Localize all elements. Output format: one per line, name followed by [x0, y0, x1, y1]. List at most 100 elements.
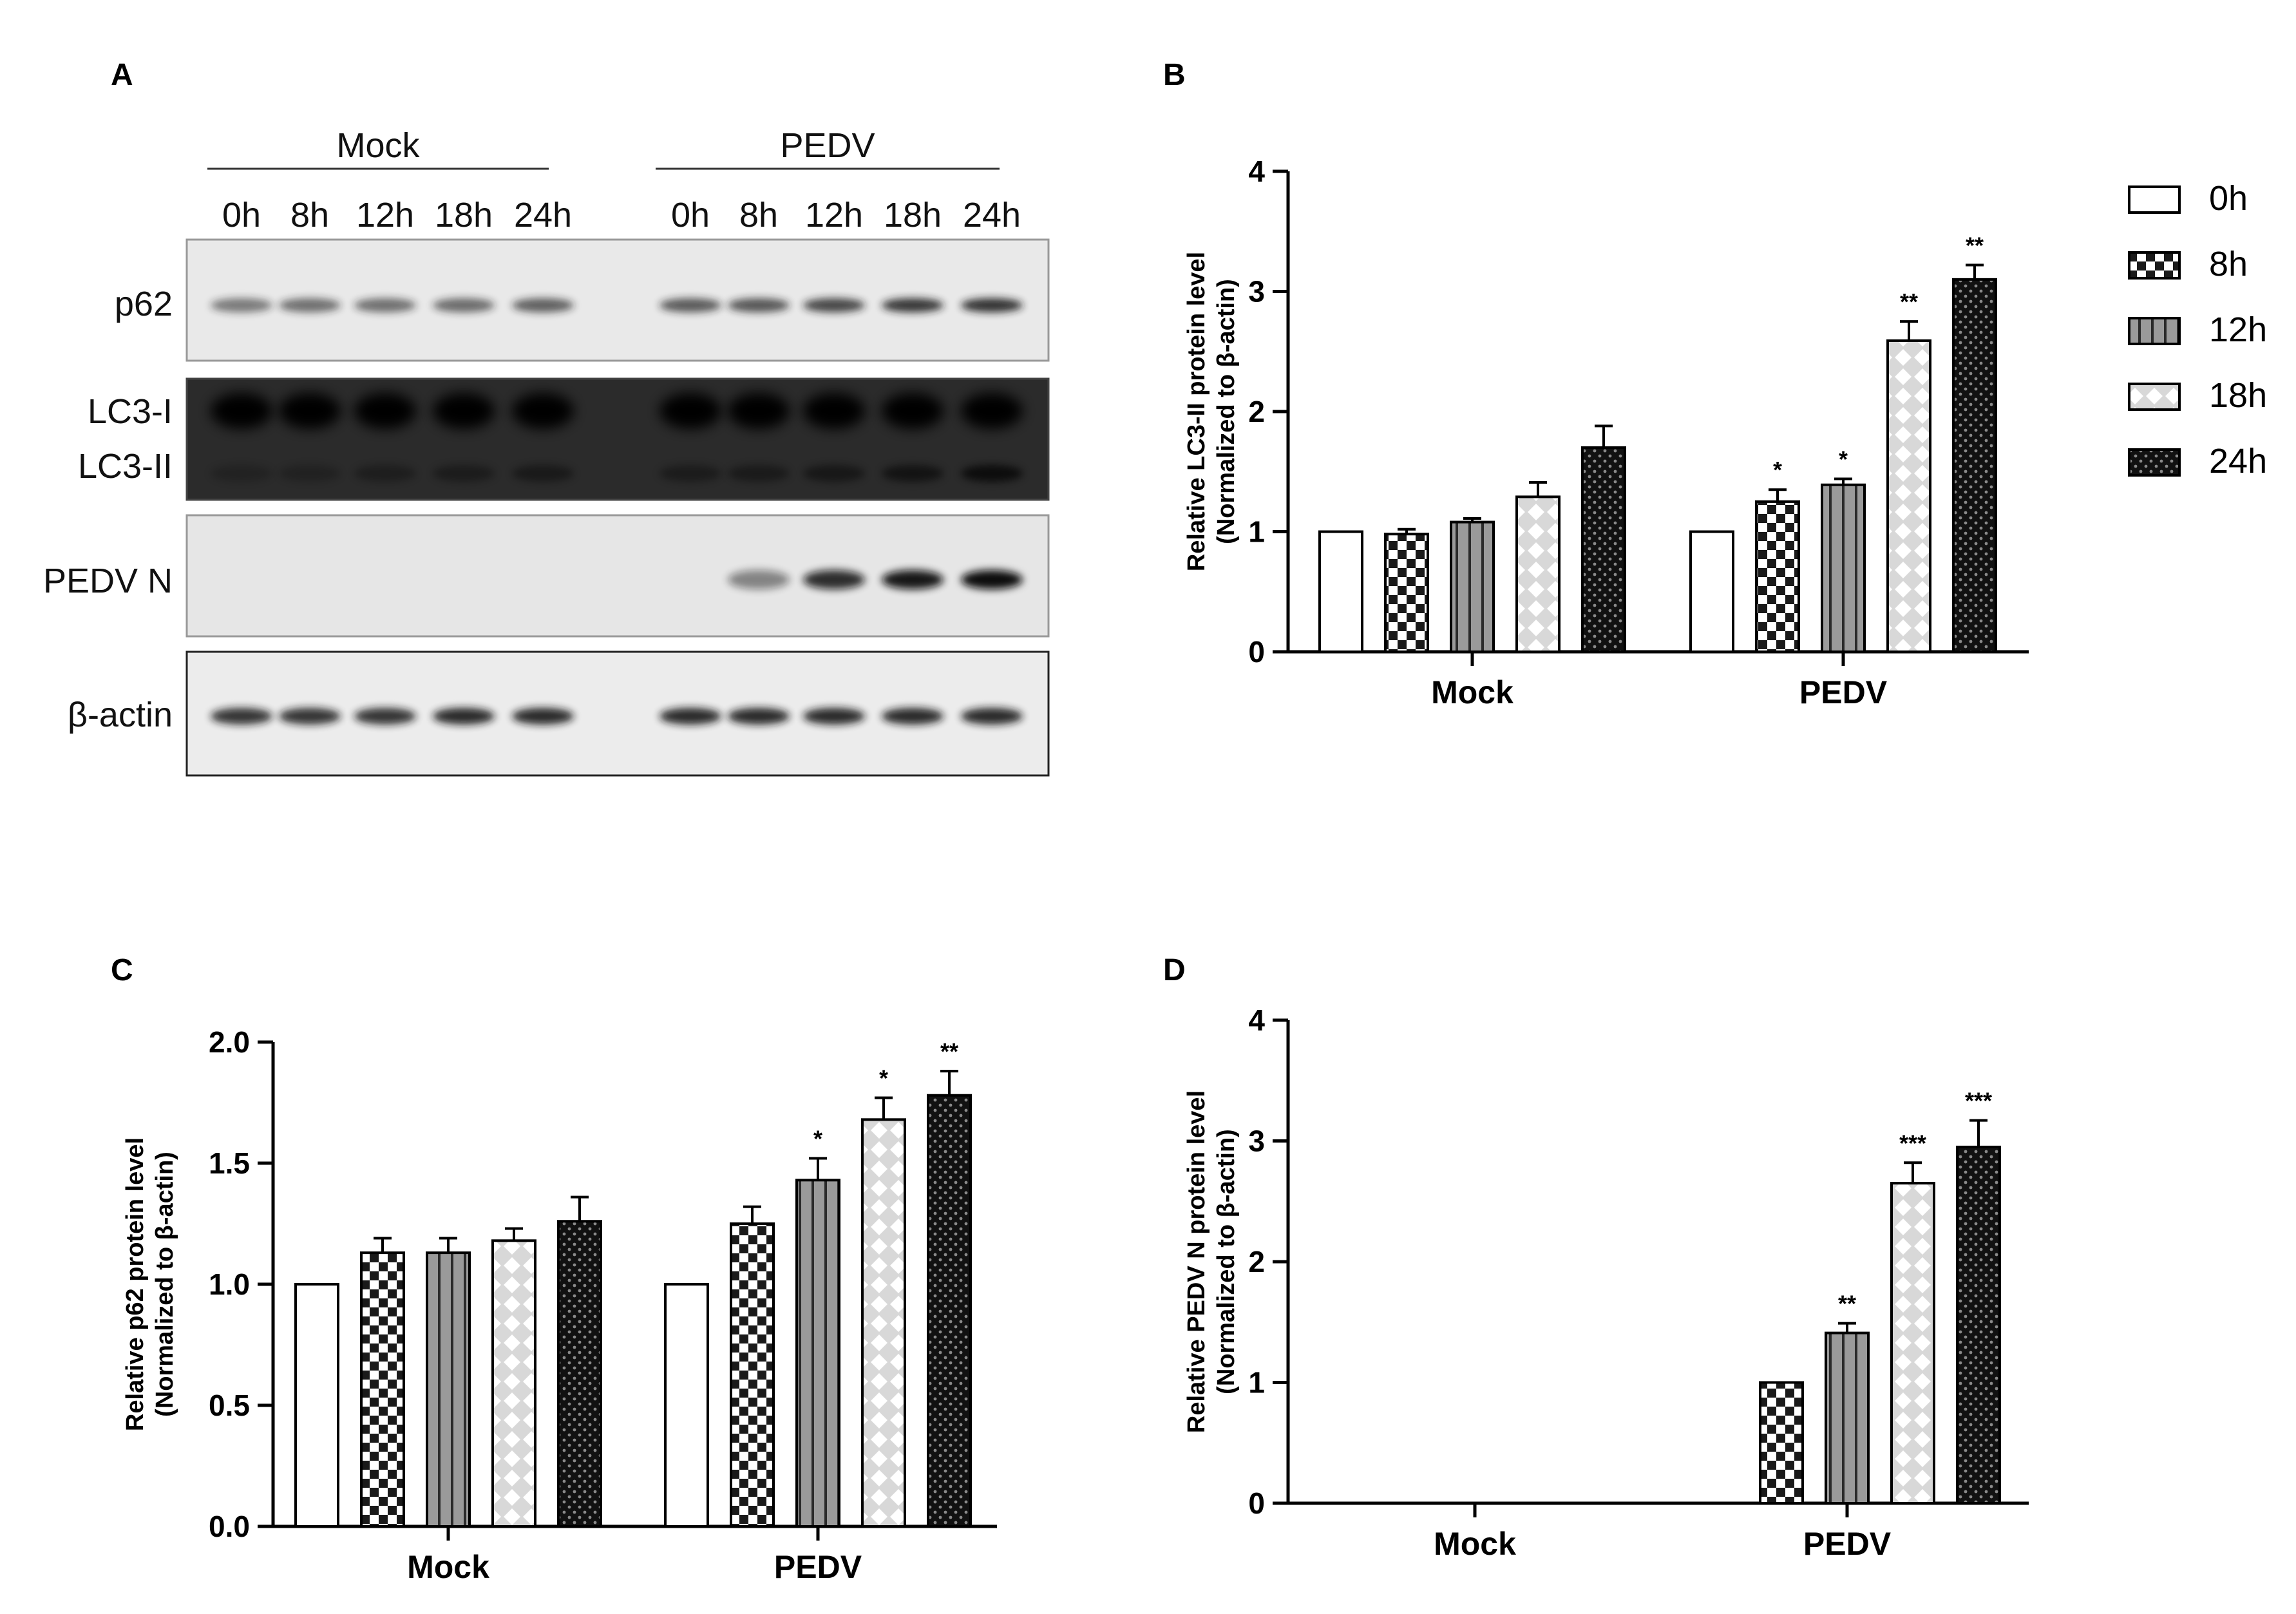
y-tick-label: 4 [1248, 1003, 1265, 1037]
blot-band [433, 465, 495, 482]
chart-p62: 0.0 0.5 1.0 1.5 2.0 Mock PEDV Relative p62 prot… [122, 1025, 997, 1585]
blot-band [354, 393, 416, 429]
legend-swatch [2128, 251, 2181, 280]
blot-band [803, 393, 865, 429]
y-axis-label-2: (Normalized to β-actin) [151, 1152, 178, 1417]
y-tick-label: 4 [1248, 155, 1265, 188]
bar [1689, 530, 1734, 653]
blot-row-label: LC3-II [78, 447, 173, 486]
blot-band [512, 708, 574, 725]
x-tick-label: PEDV [774, 1549, 862, 1585]
y-tick-label: 0 [1248, 1486, 1265, 1520]
bar [360, 1251, 405, 1528]
y-axis-label: Relative p62 protein level [122, 1137, 149, 1431]
blot-lane-label: 0h [671, 196, 710, 234]
y-axis-label-2: (Normalized to β-actin) [1213, 279, 1240, 544]
significance-mark: * [1839, 446, 1848, 472]
chart-pedv-n: 0 1 2 3 4 Mock PEDV Relative PEDV N protein lev… [1183, 1003, 2029, 1562]
blot-band [354, 465, 416, 482]
legend-label: 24h [2209, 442, 2267, 480]
bar [1318, 530, 1363, 653]
blot-row-label: PEDV N [43, 562, 173, 600]
chart-lc3ii: 0 1 2 3 4 Mock PEDV Relative LC3-II protein lev… [1183, 155, 2029, 710]
bar [730, 1222, 775, 1528]
blot-lane-label: 18h [435, 196, 493, 234]
blot-row-label: p62 [115, 285, 173, 323]
blot-band [433, 708, 495, 725]
blot-lane-label: 24h [514, 196, 572, 234]
blot-band [882, 570, 944, 589]
blot-lane-label: 8h [290, 196, 329, 234]
blot-group-label: PEDV [780, 126, 875, 165]
blot-band [279, 708, 341, 725]
x-tick-label: Mock [1434, 1526, 1516, 1562]
blot-band [961, 298, 1023, 312]
bar [1890, 1182, 1935, 1505]
blot-lane-label: 24h [963, 196, 1021, 234]
blot-band [803, 298, 865, 312]
blot-band [882, 465, 944, 482]
bar [1821, 483, 1866, 653]
blot-band [211, 465, 272, 482]
bar [1581, 446, 1626, 653]
blot-band [659, 465, 721, 482]
blot-band [803, 708, 865, 725]
y-tick-label: 2 [1248, 395, 1265, 428]
blot-band [279, 298, 341, 312]
significance-mark: *** [1899, 1130, 1926, 1156]
significance-mark: ** [940, 1038, 958, 1065]
blot-band [512, 465, 574, 482]
blot-band [961, 465, 1023, 482]
bar [1755, 500, 1800, 653]
bar [426, 1251, 471, 1528]
blot-band [659, 393, 721, 429]
significance-mark: * [813, 1125, 822, 1152]
blot-band [211, 298, 272, 312]
blot-band [354, 708, 416, 725]
western-blot: Mock PEDV 0h 8h 12h 18h 24h 0h 8h 12h 18h 24h p62 LC3… [43, 126, 1050, 777]
blot-band [728, 570, 790, 589]
blot-band [433, 393, 495, 429]
x-tick-label: PEDV [1803, 1526, 1892, 1562]
blot-band [882, 298, 944, 312]
y-tick-label: 1.0 [209, 1267, 250, 1301]
y-tick-label: 0 [1248, 635, 1265, 669]
blot-band [279, 465, 341, 482]
legend-swatch [2128, 383, 2181, 411]
blot-band [211, 393, 272, 429]
bar [795, 1179, 840, 1528]
y-axis-label-2: (Normalized to β-actin) [1213, 1129, 1240, 1394]
bar [1384, 533, 1429, 653]
significance-mark: *** [1965, 1088, 1992, 1114]
bar [294, 1283, 339, 1528]
y-tick-label: 0.0 [209, 1510, 250, 1543]
panel-label-a: A [111, 58, 133, 92]
y-tick-label: 1 [1248, 1366, 1265, 1400]
blot-band [961, 570, 1023, 589]
panel-label-d: D [1163, 953, 1186, 987]
bar [664, 1283, 709, 1528]
legend-swatch [2128, 448, 2181, 477]
blot-band [211, 708, 272, 725]
blot-band [961, 708, 1023, 725]
significance-mark: ** [1838, 1291, 1856, 1317]
legend-swatch [2128, 185, 2181, 214]
blot-band [728, 298, 790, 312]
bar [1759, 1381, 1804, 1505]
blot-band [728, 465, 790, 482]
bar [557, 1220, 602, 1528]
y-axis-label: Relative PEDV N protein level [1183, 1090, 1210, 1433]
bar [1515, 495, 1561, 653]
significance-mark: * [1773, 457, 1782, 483]
blot-band [803, 465, 865, 482]
blot-band [512, 393, 574, 429]
blot-lane-label: 18h [884, 196, 942, 234]
blot-band [659, 708, 721, 725]
bar [861, 1118, 906, 1528]
blot-band [882, 393, 944, 429]
blot-lane-label: 8h [739, 196, 778, 234]
significance-mark: ** [1900, 289, 1918, 315]
x-tick-label: Mock [407, 1549, 489, 1585]
